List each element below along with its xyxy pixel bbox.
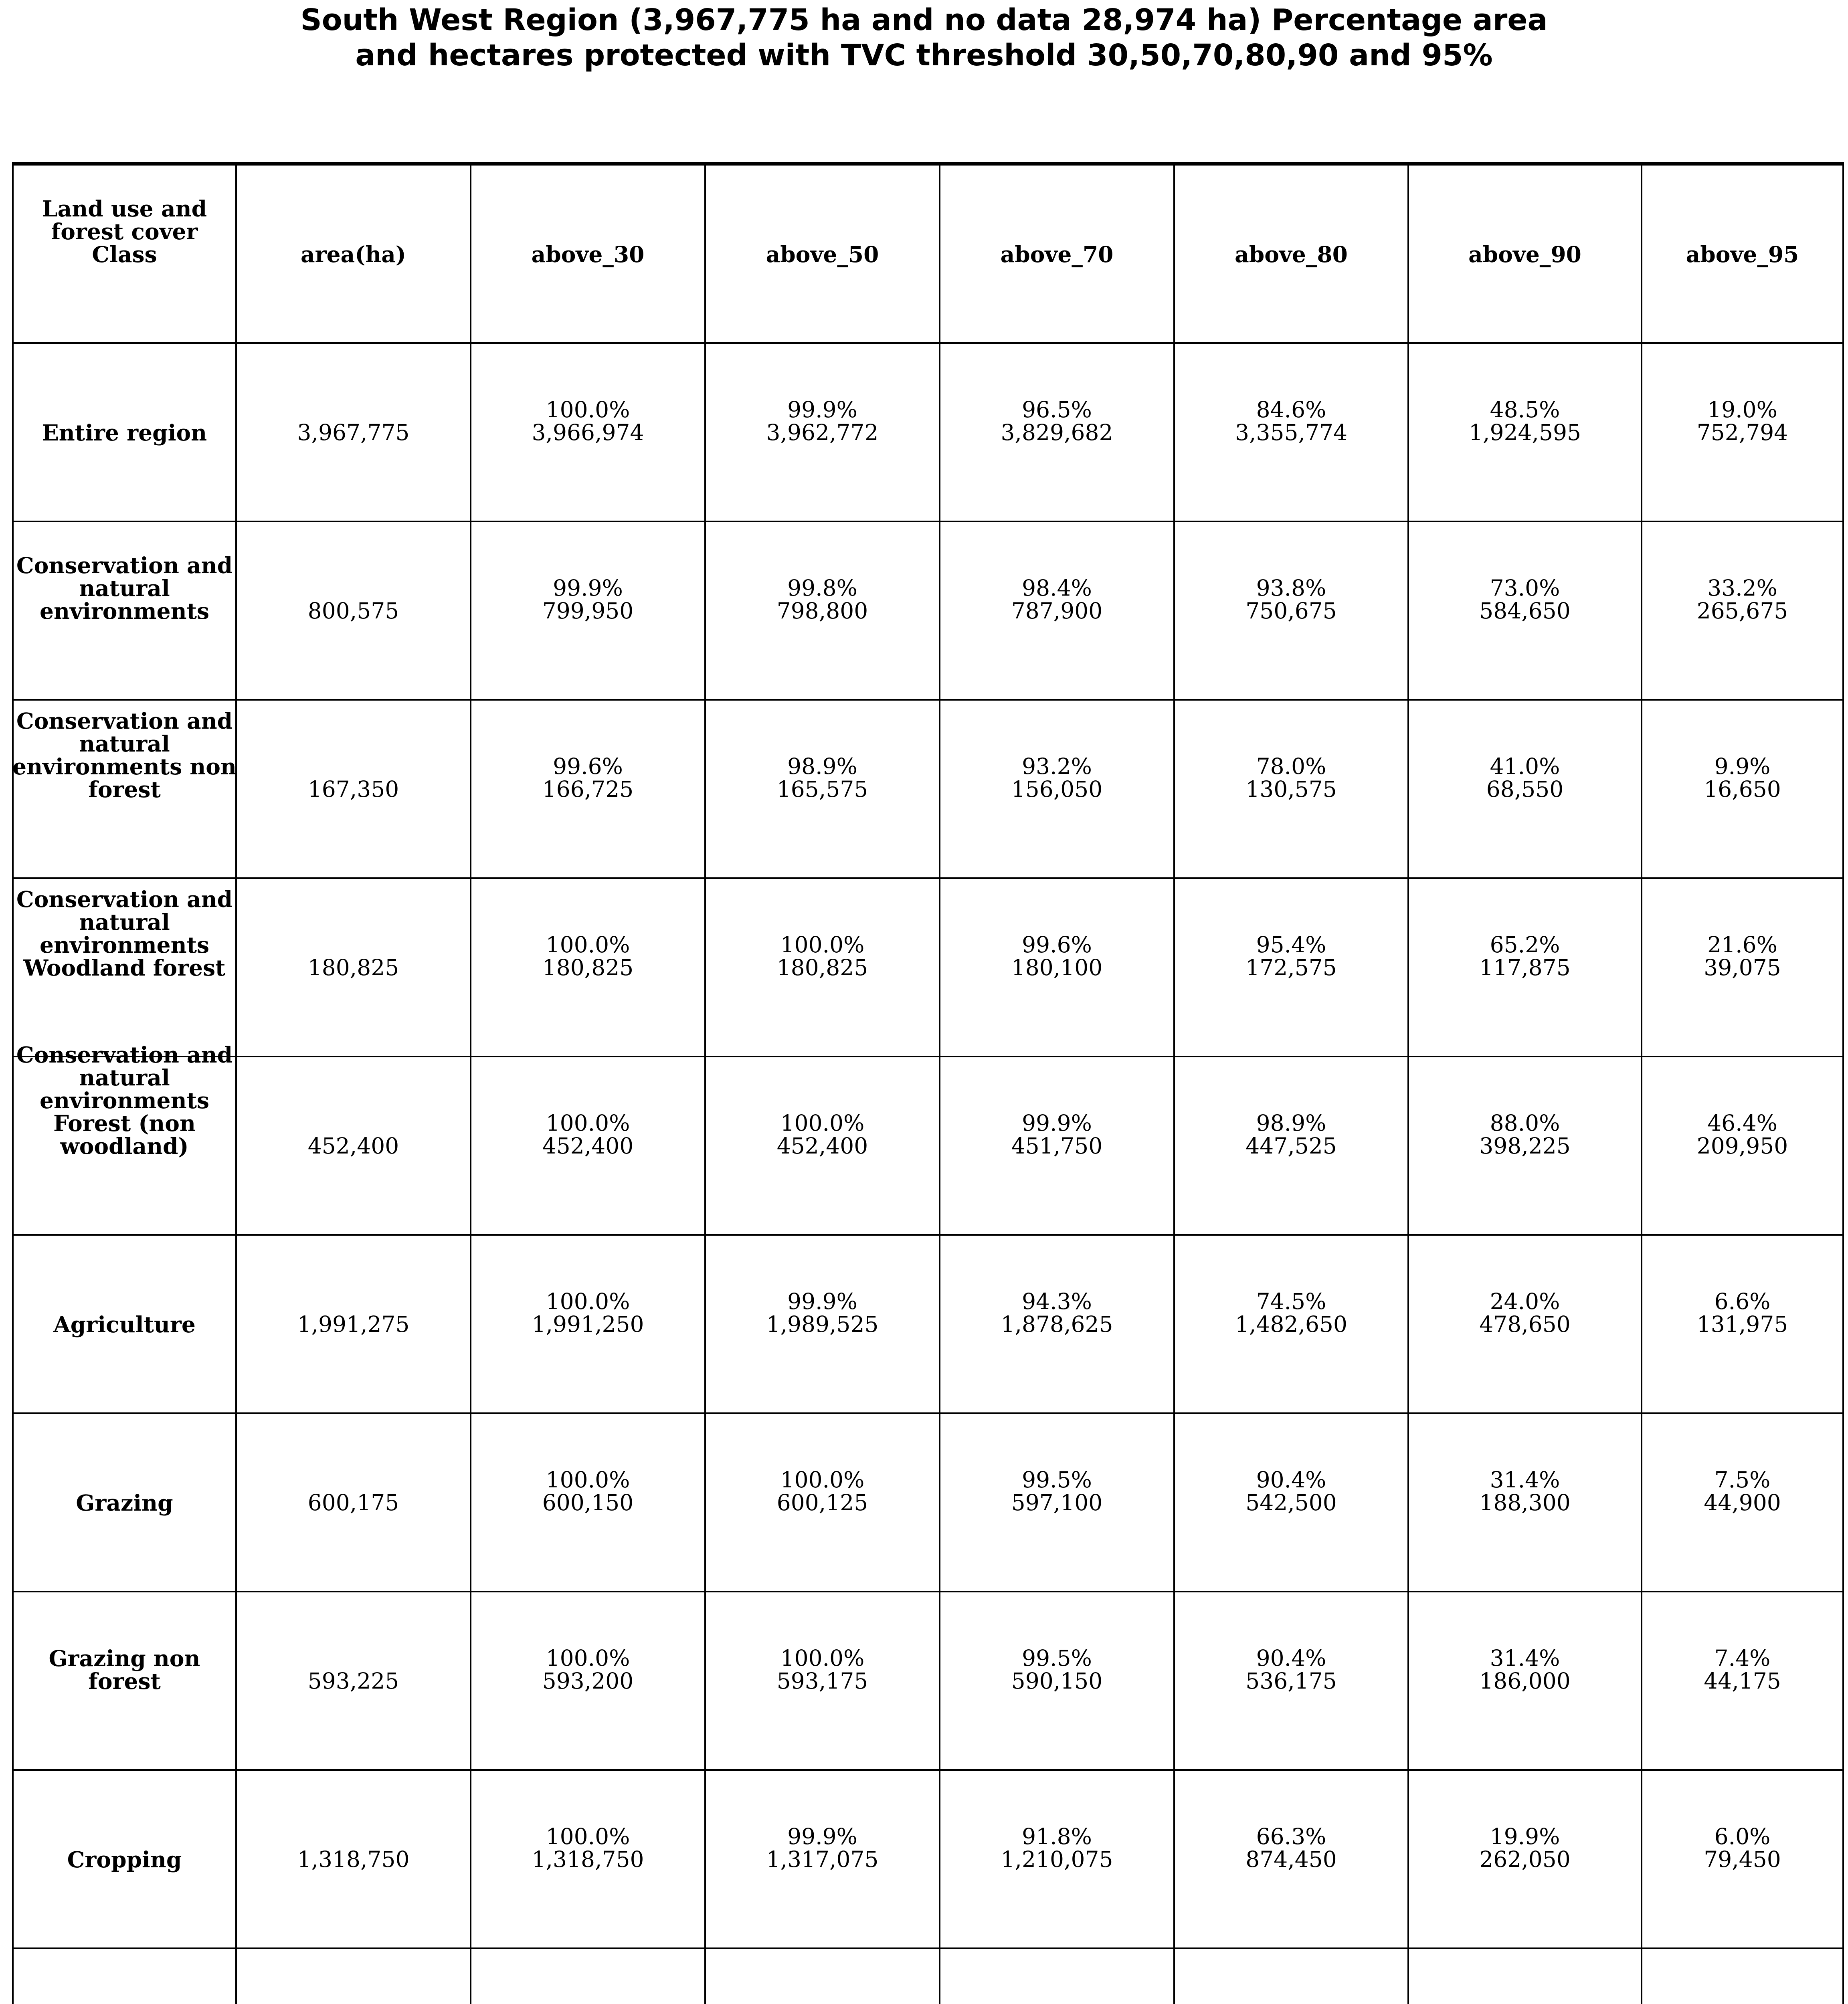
row-label-cell: Conservation and natural environments Wo… — [14, 879, 237, 1057]
data-cell: 98.8% 71,350 — [940, 1949, 1175, 2004]
area-cell: 593,225 — [237, 1592, 471, 1771]
data-cell: 33.2% 265,675 — [1642, 522, 1842, 701]
header-cell: above_90 — [1409, 166, 1642, 344]
data-cell: 99.6% 166,725 — [471, 701, 706, 879]
data-cell: 100.0% 1,318,750 — [471, 1771, 706, 1949]
header-cell: area(ha) — [237, 166, 471, 344]
data-cell: 7.4% 44,175 — [1642, 1592, 1842, 1771]
data-cell: 100.0% 600,150 — [471, 1414, 706, 1592]
area-cell: 3,967,775 — [237, 344, 471, 522]
data-cell: 99.9% 1,317,075 — [706, 1771, 940, 1949]
row-label-cell: Irrigation — [14, 1949, 237, 2004]
data-cell: 100.0% 72,225 — [706, 1949, 940, 2004]
data-cell: 99.6% 180,100 — [940, 879, 1175, 1057]
data-cell: 46.4% 209,950 — [1642, 1057, 1842, 1236]
data-cell: 98.4% 787,900 — [940, 522, 1175, 701]
data-cell: 74.5% 1,482,650 — [1175, 1236, 1409, 1414]
row-label-cell: Conservation and natural environments Fo… — [14, 1043, 237, 1236]
data-cell: 24.0% 478,650 — [1409, 1236, 1642, 1414]
data-cell: 100.0% 3,966,974 — [471, 344, 706, 522]
row-label-cell: Conservation and natural environments — [14, 522, 237, 701]
data-cell: 99.9% 451,750 — [940, 1057, 1175, 1236]
header-cell: above_70 — [940, 166, 1175, 344]
header-cell: above_95 — [1642, 166, 1842, 344]
data-cell: 19.9% 262,050 — [1409, 1771, 1642, 1949]
data-cell: 99.9% 799,950 — [471, 522, 706, 701]
data-cell: 90.4% 536,175 — [1175, 1592, 1409, 1771]
data-cell: 19.0% 752,794 — [1642, 344, 1842, 522]
data-cell: 99.9% 3,962,772 — [706, 344, 940, 522]
row-label-cell: Cropping — [14, 1771, 237, 1949]
data-cell: 100.0% 72,250 — [471, 1949, 706, 2004]
area-cell: 1,318,750 — [237, 1771, 471, 1949]
row-label-cell: Entire region — [14, 344, 237, 522]
data-cell: 48.5% 1,924,595 — [1409, 344, 1642, 522]
header-cell: above_50 — [706, 166, 940, 344]
data-cell: 100.0% 1,991,250 — [471, 1236, 706, 1414]
data-cell: 84.6% 3,355,774 — [1175, 344, 1409, 522]
data-cell: 98.9% 447,525 — [1175, 1057, 1409, 1236]
area-cell: 800,575 — [237, 522, 471, 701]
data-cell: 73.0% 584,650 — [1409, 522, 1642, 701]
data-cell: 100.0% 180,825 — [706, 879, 940, 1057]
data-cell: 6.0% 79,450 — [1642, 1771, 1842, 1949]
area-cell: 167,350 — [237, 701, 471, 879]
data-cell: 93.8% 750,675 — [1175, 522, 1409, 701]
data-cell: 100.0% 593,175 — [706, 1592, 940, 1771]
data-table: Land use and forest cover Class area(ha) a… — [12, 162, 1844, 2004]
data-cell: 100.0% 180,825 — [471, 879, 706, 1057]
data-cell: 31.4% 188,300 — [1409, 1414, 1642, 1592]
data-cell: 99.8% 798,800 — [706, 522, 940, 701]
data-cell: 99.5% 590,150 — [940, 1592, 1175, 1771]
data-cell: 96.5% 3,829,682 — [940, 344, 1175, 522]
data-cell: 7.5% 44,900 — [1642, 1414, 1842, 1592]
data-cell: 95.4% 172,575 — [1175, 879, 1409, 1057]
data-cell: 21.6% 39,075 — [1642, 879, 1842, 1057]
header-cell: above_30 — [471, 166, 706, 344]
data-cell: 90.8% 65,600 — [1175, 1949, 1409, 2004]
data-cell: 41.0% 68,550 — [1409, 701, 1642, 879]
header-cell: above_80 — [1175, 166, 1409, 344]
area-cell: 72,250 — [237, 1949, 471, 2004]
data-cell: 90.4% 542,500 — [1175, 1414, 1409, 1592]
area-cell: 600,175 — [237, 1414, 471, 1592]
data-cell: 100.0% 593,200 — [471, 1592, 706, 1771]
data-cell: 88.0% 398,225 — [1409, 1057, 1642, 1236]
data-cell: 9.9% 16,650 — [1642, 701, 1842, 879]
data-cell: 31.4% 186,000 — [1409, 1592, 1642, 1771]
data-cell: 100.0% 600,125 — [706, 1414, 940, 1592]
data-cell: 99.9% 1,989,525 — [706, 1236, 940, 1414]
row-label-cell: Grazing non forest — [14, 1592, 237, 1771]
row-label-cell: Conservation and natural environments no… — [12, 701, 237, 879]
data-cell: 10.6% 7,625 — [1642, 1949, 1842, 2004]
data-cell: 66.3% 874,450 — [1175, 1771, 1409, 1949]
data-cell: 65.2% 117,875 — [1409, 879, 1642, 1057]
data-cell: 91.8% 1,210,075 — [940, 1771, 1175, 1949]
data-cell: 98.9% 165,575 — [706, 701, 940, 879]
data-cell: 100.0% 452,400 — [706, 1057, 940, 1236]
area-cell: 452,400 — [237, 1057, 471, 1236]
area-cell: 180,825 — [237, 879, 471, 1057]
data-cell: 93.2% 156,050 — [940, 701, 1175, 879]
data-cell: 39.1% 28,250 — [1409, 1949, 1642, 2004]
row-label-cell: Grazing — [14, 1414, 237, 1592]
data-cell: 78.0% 130,575 — [1175, 701, 1409, 879]
data-cell: 94.3% 1,878,625 — [940, 1236, 1175, 1414]
area-cell: 1,991,275 — [237, 1236, 471, 1414]
data-cell: 99.5% 597,100 — [940, 1414, 1175, 1592]
data-cell: 6.6% 131,975 — [1642, 1236, 1842, 1414]
header-cell: Land use and forest cover Class — [14, 166, 237, 344]
row-label-cell: Agriculture — [14, 1236, 237, 1414]
figure-title: South West Region (3,967,775 ha and no d… — [300, 3, 1548, 73]
data-cell: 100.0% 452,400 — [471, 1057, 706, 1236]
